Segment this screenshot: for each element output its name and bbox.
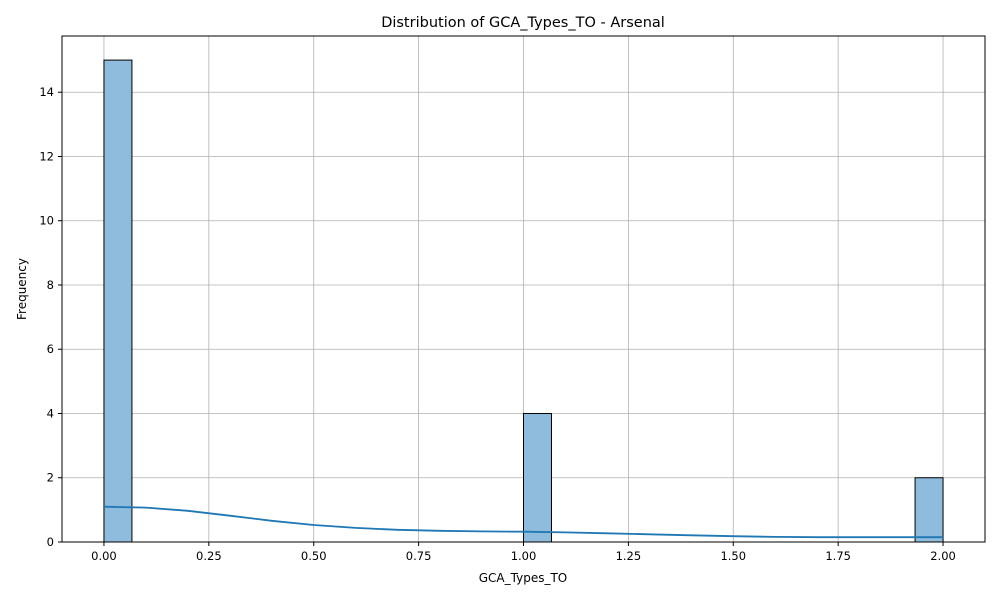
histogram-bar bbox=[914, 477, 944, 543]
y-tick-label: 0 bbox=[47, 535, 54, 549]
kde-curve-group bbox=[103, 505, 943, 539]
x-axis-ticks: 0.00 0.25 0.50 0.75 1.00 1.25 1.50 1.75 2.00 bbox=[91, 542, 956, 563]
x-tick-label: 0.75 bbox=[406, 549, 432, 563]
x-tick-label: 1.25 bbox=[616, 549, 642, 563]
histogram-bar bbox=[523, 412, 552, 543]
y-axis-label: Frequency bbox=[15, 258, 29, 320]
y-tick-label: 4 bbox=[47, 406, 54, 420]
x-tick-label: 0.25 bbox=[196, 549, 222, 563]
y-tick-label: 8 bbox=[47, 278, 54, 292]
x-tick-label: 0.00 bbox=[91, 549, 117, 563]
y-axis-ticks: 0 2 4 6 8 10 12 14 bbox=[39, 85, 62, 549]
y-tick-label: 2 bbox=[47, 471, 54, 485]
y-tick-label: 6 bbox=[47, 342, 54, 356]
y-tick-label: 14 bbox=[39, 85, 54, 99]
y-tick-label: 12 bbox=[39, 149, 54, 163]
y-tick-label: 10 bbox=[39, 214, 54, 228]
grid-lines bbox=[62, 36, 985, 543]
kde-curve bbox=[103, 505, 943, 539]
histogram-bar bbox=[103, 59, 133, 543]
x-tick-label: 1.75 bbox=[825, 549, 851, 563]
x-tick-label: 2.00 bbox=[930, 549, 956, 563]
x-tick-label: 1.50 bbox=[720, 549, 746, 563]
chart-title: Distribution of GCA_Types_TO - Arsenal bbox=[381, 15, 665, 31]
x-tick-label: 1.00 bbox=[511, 549, 537, 563]
histogram-bars bbox=[103, 59, 944, 543]
x-axis-label: GCA_Types_TO bbox=[479, 571, 567, 585]
x-tick-label: 0.50 bbox=[301, 549, 327, 563]
